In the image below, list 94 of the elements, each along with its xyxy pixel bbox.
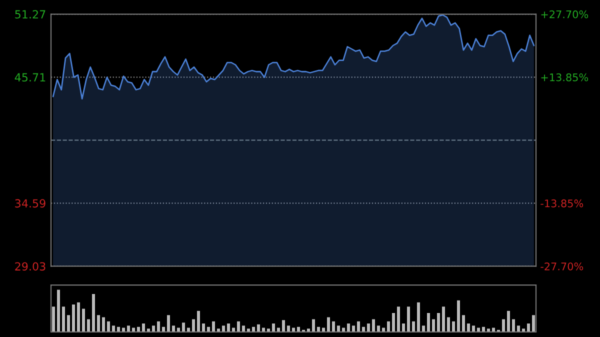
bar [67, 315, 70, 332]
y-tick-label: 45.71 [14, 73, 46, 82]
bar [522, 328, 525, 332]
bar [437, 312, 440, 332]
bar [267, 328, 270, 332]
bar [62, 306, 65, 332]
bar [462, 315, 465, 332]
bar [257, 324, 260, 332]
bar [217, 328, 220, 332]
bar [107, 321, 110, 332]
bar [517, 326, 520, 332]
bar [212, 321, 215, 332]
bar [127, 326, 130, 332]
bar [87, 319, 90, 332]
bar [282, 320, 285, 332]
bar [447, 317, 450, 332]
y-tick-label: 29.03 [15, 262, 46, 271]
bar [337, 326, 340, 332]
bar [72, 304, 75, 332]
bar [417, 302, 420, 332]
bar [202, 324, 205, 332]
bar [492, 328, 495, 332]
bar [312, 319, 315, 332]
bar [472, 326, 475, 332]
bar [52, 306, 55, 332]
bar [197, 310, 200, 332]
bar [397, 306, 400, 332]
bar [237, 321, 240, 332]
bar [387, 321, 390, 332]
bar [532, 315, 535, 332]
bar [382, 328, 385, 332]
bar [377, 326, 380, 332]
bar [322, 328, 325, 332]
bar [332, 321, 335, 332]
bar [222, 326, 225, 332]
bar [467, 324, 470, 332]
bar [407, 306, 410, 332]
bar [272, 324, 275, 332]
bar [427, 312, 430, 332]
bar [367, 324, 370, 332]
bar [527, 324, 530, 332]
bar [172, 326, 175, 332]
y-tick-label: 34.59 [15, 199, 46, 208]
bar [112, 326, 115, 332]
bar [92, 294, 95, 332]
bar [412, 321, 415, 332]
bar [77, 302, 80, 332]
bar [512, 319, 515, 332]
bar [502, 319, 505, 332]
bar [187, 328, 190, 332]
bar [142, 324, 145, 332]
bar [192, 319, 195, 332]
bar [82, 308, 85, 332]
bar [432, 319, 435, 332]
y-tick-label: 51.27 [15, 10, 46, 19]
bar [357, 321, 360, 332]
bar [152, 326, 155, 332]
y2-tick-label: -27.70% [540, 262, 584, 270]
y2-tick-label: -13.85% [540, 199, 584, 208]
y2-tick-label: +13.85% [541, 73, 588, 82]
bar [182, 322, 185, 332]
bar [487, 328, 490, 332]
bar [97, 315, 100, 332]
bar [177, 328, 180, 332]
bar [372, 319, 375, 332]
bar [457, 300, 460, 332]
bar [147, 328, 150, 332]
bar [347, 324, 350, 332]
bar [242, 326, 245, 332]
bar [327, 317, 330, 332]
bar [352, 326, 355, 332]
bar [102, 317, 105, 332]
bar [132, 328, 135, 332]
bar [262, 328, 265, 332]
bar [507, 310, 510, 332]
bar [232, 328, 235, 332]
bar [247, 328, 250, 332]
bar [157, 321, 160, 332]
bar [57, 290, 60, 332]
bar [292, 328, 295, 332]
bar [477, 328, 480, 332]
y2-tick-label: +27.70% [541, 10, 588, 18]
bar [392, 312, 395, 332]
bar [287, 326, 290, 332]
bar [277, 328, 280, 332]
bar [342, 328, 345, 332]
bar [442, 306, 445, 332]
bar [402, 324, 405, 332]
bar [422, 326, 425, 332]
bar [227, 324, 230, 332]
bar [307, 328, 310, 332]
bar [122, 328, 125, 332]
bar [452, 321, 455, 332]
bar [167, 315, 170, 332]
